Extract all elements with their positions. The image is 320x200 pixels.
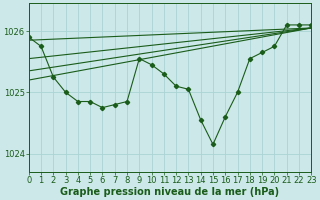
- X-axis label: Graphe pression niveau de la mer (hPa): Graphe pression niveau de la mer (hPa): [60, 187, 280, 197]
